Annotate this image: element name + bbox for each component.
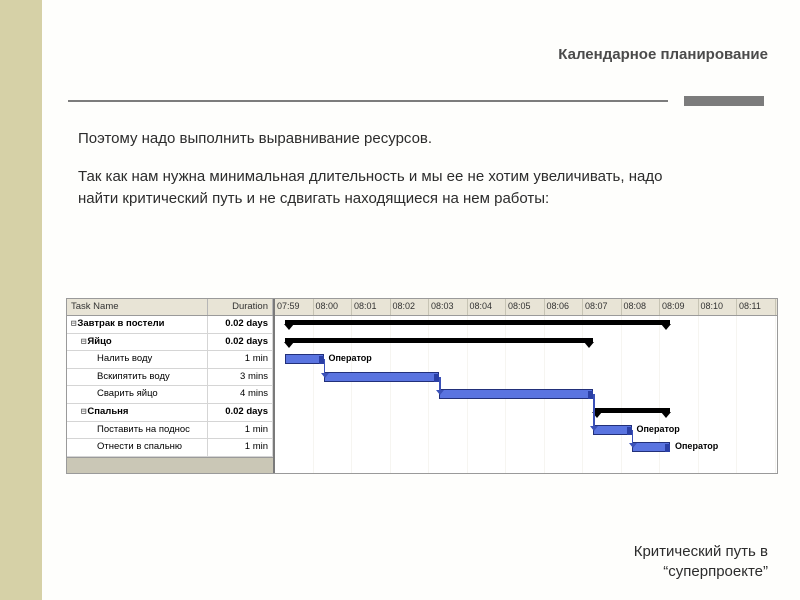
duration-cell: 0.02 days — [208, 334, 273, 351]
task-bar — [285, 354, 324, 364]
duration-cell: 0.02 days — [208, 404, 273, 421]
body-text: Поэтому надо выполнить выравнивание ресу… — [78, 128, 698, 225]
duration-cell: 1 min — [208, 351, 273, 368]
time-tick: 08:00 — [314, 299, 353, 315]
gantt-chart-body: Оператор Оператор Оператор — [275, 316, 777, 473]
slide-sidebar — [0, 0, 42, 600]
duration-cell: 1 min — [208, 422, 273, 439]
task-bar-label: Оператор — [675, 441, 718, 451]
dependency-arrow-icon — [321, 373, 329, 378]
table-row: ⊟Спальня0.02 days — [67, 404, 273, 422]
task-name-cell: Поставить на поднос — [67, 422, 208, 439]
time-tick: 08:07 — [583, 299, 622, 315]
gantt-timeline: 07:5908:0008:0108:0208:0308:0408:0508:06… — [275, 299, 777, 473]
duration-cell: 4 mins — [208, 386, 273, 403]
table-row: Поставить на поднос1 min — [67, 422, 273, 440]
duration-cell: 1 min — [208, 439, 273, 456]
time-tick: 08:04 — [468, 299, 507, 315]
task-name-cell: Налить воду — [67, 351, 208, 368]
task-bar-label: Оператор — [637, 424, 680, 434]
dependency-link — [632, 430, 634, 445]
task-bar — [439, 389, 593, 399]
table-row: Вскипятить воду3 mins — [67, 369, 273, 387]
dependency-link — [439, 377, 441, 392]
paragraph-1: Поэтому надо выполнить выравнивание ресу… — [78, 128, 698, 150]
paragraph-2: Так как нам нужна минимальная длительнос… — [78, 166, 698, 210]
gantt-left-footer — [67, 457, 273, 473]
table-row: Сварить яйцо4 mins — [67, 386, 273, 404]
table-row: ⊟Яйцо0.02 days — [67, 334, 273, 352]
summary-bar — [593, 408, 670, 413]
summary-bar — [285, 338, 593, 343]
task-bar — [593, 425, 632, 435]
summary-bar — [285, 320, 670, 325]
footer-line-1: Критический путь в — [634, 543, 768, 560]
task-name-cell: ⊟Яйцо — [67, 334, 208, 351]
task-name-cell: Отнести в спальню — [67, 439, 208, 456]
time-tick: 08:03 — [429, 299, 468, 315]
table-row: ⊟Завтрак в постели0.02 days — [67, 316, 273, 334]
gantt-task-table: Task Name Duration ⊟Завтрак в постели0.0… — [67, 299, 275, 473]
time-tick: 07:59 — [275, 299, 314, 315]
gantt-time-header: 07:5908:0008:0108:0208:0308:0408:0508:06… — [275, 299, 777, 316]
task-bar — [632, 442, 671, 452]
divider — [68, 96, 764, 106]
task-name-cell: Сварить яйцо — [67, 386, 208, 403]
dependency-arrow-icon — [436, 390, 444, 395]
task-name-cell: Вскипятить воду — [67, 369, 208, 386]
footer-line-2: “суперпроекте” — [663, 563, 768, 580]
time-tick: 08:01 — [352, 299, 391, 315]
table-row: Налить воду1 min — [67, 351, 273, 369]
col-duration: Duration — [208, 299, 273, 315]
gantt-left-header: Task Name Duration — [67, 299, 273, 316]
footer-caption: Критический путь в “суперпроекте” — [634, 542, 768, 583]
time-tick: 08:09 — [660, 299, 699, 315]
task-bar-label: Оператор — [329, 353, 372, 363]
time-tick: 08:08 — [622, 299, 661, 315]
gantt-chart: Task Name Duration ⊟Завтрак в постели0.0… — [66, 298, 778, 474]
dependency-arrow-icon — [629, 443, 637, 448]
time-tick: 08:10 — [699, 299, 738, 315]
table-row: Отнести в спальню1 min — [67, 439, 273, 457]
slide-main: Календарное планирование Поэтому надо вы… — [42, 0, 800, 600]
time-tick: 08:11 — [737, 299, 776, 315]
duration-cell: 0.02 days — [208, 316, 273, 333]
time-tick: 08:05 — [506, 299, 545, 315]
dependency-arrow-icon — [590, 426, 598, 431]
task-name-cell: ⊟Спальня — [67, 404, 208, 421]
col-task-name: Task Name — [67, 299, 208, 315]
time-tick: 08:06 — [545, 299, 584, 315]
duration-cell: 3 mins — [208, 369, 273, 386]
dependency-link — [593, 394, 595, 426]
time-tick: 08:02 — [391, 299, 430, 315]
dependency-link — [324, 359, 326, 374]
task-name-cell: ⊟Завтрак в постели — [67, 316, 208, 333]
slide-title: Календарное планирование — [558, 46, 768, 63]
task-bar — [324, 372, 440, 382]
